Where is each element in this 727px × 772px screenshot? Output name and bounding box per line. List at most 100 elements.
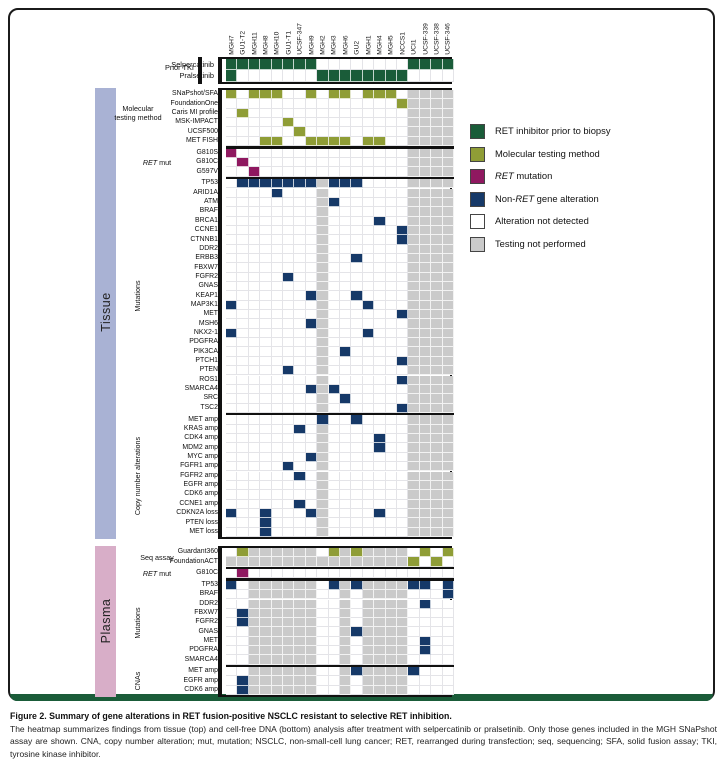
heatmap-cell xyxy=(442,216,454,226)
heatmap-cell xyxy=(419,646,432,656)
heatmap-cell xyxy=(340,557,352,567)
heatmap-cell xyxy=(419,356,432,367)
heatmap-cell xyxy=(351,197,363,208)
heatmap-cell xyxy=(248,424,261,435)
heatmap-cell xyxy=(408,127,420,137)
heatmap-cell xyxy=(385,375,397,385)
heatmap-cell xyxy=(260,207,272,217)
heatmap-cell xyxy=(442,618,454,628)
heatmap-cell xyxy=(226,235,238,245)
heatmap-cell xyxy=(305,508,318,519)
heatmap-cell xyxy=(271,676,283,686)
heatmap-cell xyxy=(442,590,454,600)
heatmap-cell xyxy=(374,282,386,292)
heatmap-cell xyxy=(317,310,329,320)
heatmap-cell xyxy=(328,99,340,109)
heatmap-cell xyxy=(283,235,295,245)
heatmap-cell xyxy=(397,480,409,491)
heatmap-cell xyxy=(248,548,261,558)
heatmap-cell xyxy=(237,508,249,519)
heatmap-cell xyxy=(362,608,375,619)
row-label-myc-amp: MYC amp xyxy=(187,453,218,461)
row-label-msh6: MSH6 xyxy=(198,319,218,327)
column-header-gu1-t2: GU1-T2 xyxy=(239,31,247,55)
heatmap-cell xyxy=(408,569,420,579)
heatmap-cell xyxy=(362,415,375,425)
heatmap-cell xyxy=(408,599,420,609)
heatmap-cell xyxy=(237,527,249,537)
heatmap-cell xyxy=(397,356,409,367)
heatmap-cell xyxy=(283,384,295,395)
heatmap-cell xyxy=(419,99,432,109)
heatmap-cell xyxy=(271,443,283,453)
column-header-mgh10: MGH10 xyxy=(273,31,281,55)
heatmap-cell xyxy=(340,415,352,425)
heatmap-cell xyxy=(362,207,375,217)
heatmap-cell xyxy=(385,328,397,339)
heatmap-cell xyxy=(328,179,340,189)
heatmap-cell xyxy=(419,108,432,119)
row-label-g597v: G597V xyxy=(196,167,218,175)
heatmap-cell xyxy=(305,646,318,656)
heatmap-cell xyxy=(226,216,238,226)
heatmap-cell xyxy=(294,608,306,619)
heatmap-cell xyxy=(362,499,375,509)
heatmap-cell xyxy=(305,328,318,339)
heatmap-cell xyxy=(328,636,340,646)
heatmap-cell xyxy=(294,375,306,385)
heatmap-cell xyxy=(226,356,238,367)
heatmap-cell xyxy=(226,618,238,628)
heatmap-cell xyxy=(294,424,306,435)
heatmap-cell xyxy=(351,282,363,292)
group-divider xyxy=(226,664,454,668)
heatmap-cell xyxy=(385,157,397,168)
heatmap-cell xyxy=(294,384,306,395)
column-header-ucsf-338: UCSF-338 xyxy=(433,23,441,55)
heatmap-cell xyxy=(294,618,306,628)
heatmap-cell xyxy=(408,618,420,628)
column-header-mgh3: MGH3 xyxy=(330,35,338,55)
heatmap-cell xyxy=(385,434,397,444)
heatmap-cell xyxy=(237,608,249,619)
heatmap-cell xyxy=(317,263,329,273)
heatmap-cell xyxy=(283,655,295,665)
heatmap-cell xyxy=(283,366,295,376)
heatmap-cell xyxy=(294,300,306,311)
heatmap-cell xyxy=(431,188,443,198)
heatmap-cell xyxy=(397,197,409,208)
heatmap-cell xyxy=(385,127,397,137)
heatmap-cell xyxy=(374,646,386,656)
heatmap-cell xyxy=(351,356,363,367)
heatmap-cell xyxy=(397,424,409,435)
heatmap-cell xyxy=(317,627,329,637)
heatmap-cell xyxy=(374,366,386,376)
heatmap-cell xyxy=(260,655,272,665)
heatmap-cell xyxy=(431,518,443,528)
heatmap-cell xyxy=(328,452,340,463)
heatmap-cell xyxy=(271,272,283,282)
heatmap-cell xyxy=(226,282,238,292)
heatmap-cell xyxy=(419,216,432,226)
heatmap-cell xyxy=(248,490,261,500)
heatmap-cell xyxy=(340,207,352,217)
heatmap-cell xyxy=(226,272,238,282)
group-divider xyxy=(226,578,454,581)
heatmap-cell xyxy=(317,636,329,646)
heatmap-cell xyxy=(374,608,386,619)
heatmap-cell xyxy=(442,366,454,376)
heatmap-cell xyxy=(374,618,386,628)
heatmap-cell xyxy=(260,253,272,264)
heatmap-cell xyxy=(362,338,375,348)
heatmap-cell xyxy=(397,70,409,82)
heatmap-cell xyxy=(248,282,261,292)
heatmap-cell xyxy=(328,282,340,292)
heatmap-cell xyxy=(237,646,249,656)
row-label-cdk6-amp: CDK6 amp xyxy=(184,685,218,693)
heatmap-cell xyxy=(248,167,261,177)
heatmap-cell xyxy=(226,403,238,413)
row-label-fbxw7: FBXW7 xyxy=(194,609,218,617)
heatmap-cell xyxy=(271,434,283,444)
heatmap-cell xyxy=(294,557,306,567)
heatmap-cell xyxy=(283,646,295,656)
heatmap-cell xyxy=(305,59,318,71)
